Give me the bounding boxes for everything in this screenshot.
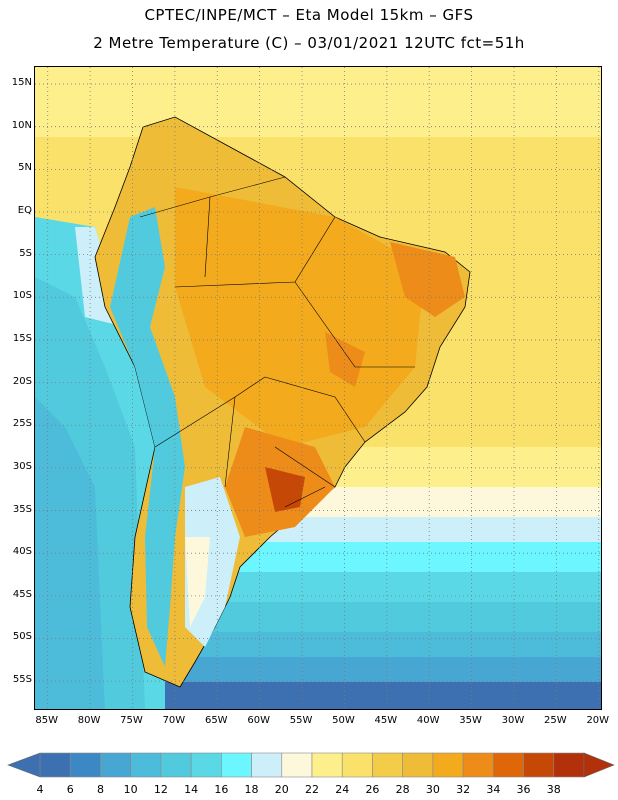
colorbar-swatch [160, 752, 192, 778]
temperature-map [35, 67, 601, 709]
lon-tick-label: 35W [459, 715, 482, 726]
colorbar-swatch [69, 752, 101, 778]
lon-tick-label: 45W [374, 715, 398, 726]
colorbar-tick-label: 4 [36, 783, 44, 796]
chart-title-line-1: CPTEC/INPE/MCT – Eta Model 15km – GFS [144, 6, 474, 24]
colorbar-tick-label: 14 [184, 783, 199, 796]
colorbar-swatch [402, 752, 434, 778]
colorbar-tick-label: 10 [123, 783, 138, 796]
lat-tick-label: 15N [11, 77, 32, 89]
colorbar-swatch [462, 752, 494, 778]
colorbar-tick-label: 6 [66, 783, 74, 796]
lat-tick-label: 15S [12, 332, 32, 344]
colorbar-tick-label: 22 [305, 783, 319, 796]
lat-tick-label: 30S [12, 460, 32, 472]
colorbar-swatch [493, 752, 524, 778]
colorbar-swatch [221, 752, 252, 778]
colorbar-tick-label: 24 [335, 783, 350, 796]
colorbar-swatch [251, 752, 283, 778]
lon-tick-label: 75W [120, 715, 143, 726]
colorbar-swatch [372, 752, 403, 778]
lon-tick-label: 55W [289, 715, 313, 726]
lon-tick-label: 60W [247, 715, 270, 726]
colorbar-swatch [190, 752, 222, 778]
lat-tick-label: 5N [18, 162, 32, 174]
colorbar-tick-label: 8 [96, 783, 104, 796]
colorbar-max-arrow [583, 752, 615, 778]
lat-tick-label: 25S [12, 418, 32, 430]
lon-tick-label: 80W [77, 715, 101, 726]
lon-tick-label: 30W [501, 715, 525, 726]
colorbar-swatch [432, 752, 464, 778]
lon-tick-label: 20W [586, 715, 610, 726]
colorbar-tick-label: 36 [516, 783, 531, 796]
lat-tick-label: 10N [11, 119, 32, 131]
colorbar-tick-label: 20 [274, 783, 289, 796]
lat-tick-label: 5S [19, 247, 32, 259]
colorbar-tick-label: 32 [456, 783, 471, 796]
colorbar-min-arrow [7, 752, 41, 778]
colorbar-tick-label: 12 [153, 783, 168, 796]
lon-tick-label: 70W [162, 715, 186, 726]
lat-tick-label: 45S [12, 588, 32, 600]
colorbar-swatch [281, 752, 313, 778]
lon-tick-label: 25W [544, 715, 567, 726]
lat-tick-label: 40S [12, 546, 32, 558]
lat-tick-label: 35S [12, 503, 32, 515]
lon-tick-label: 65W [204, 715, 228, 726]
lat-tick-label: EQ [17, 205, 32, 216]
chart-title-line-2: 2 Metre Temperature (C) – 03/01/2021 12U… [93, 34, 525, 52]
lat-tick-label: 20S [12, 375, 32, 387]
temperature-colorbar [7, 752, 615, 778]
colorbar-tick-label: 30 [425, 783, 440, 796]
colorbar-tick-label: 28 [395, 783, 410, 796]
colorbar-swatch [553, 752, 585, 778]
lat-tick-label: 55S [12, 674, 32, 686]
map-panel [34, 66, 602, 710]
lon-tick-label: 50W [332, 715, 355, 726]
colorbar-swatch [39, 752, 71, 778]
lon-tick-label: 85W [35, 715, 59, 726]
colorbar-swatch [523, 752, 555, 778]
colorbar-swatch [311, 752, 343, 778]
lon-tick-label: 40W [416, 715, 440, 726]
colorbar-tick-label: 34 [486, 783, 501, 796]
colorbar-tick-label: 18 [244, 783, 259, 796]
lat-tick-label: 10S [12, 290, 32, 302]
colorbar-tick-label: 16 [214, 783, 229, 796]
colorbar-swatch [130, 752, 162, 778]
colorbar-swatch [100, 752, 131, 778]
colorbar-tick-label: 26 [365, 783, 380, 796]
colorbar-tick-label: 38 [546, 783, 561, 796]
lat-tick-label: 50S [12, 631, 32, 643]
colorbar-swatch [341, 752, 373, 778]
